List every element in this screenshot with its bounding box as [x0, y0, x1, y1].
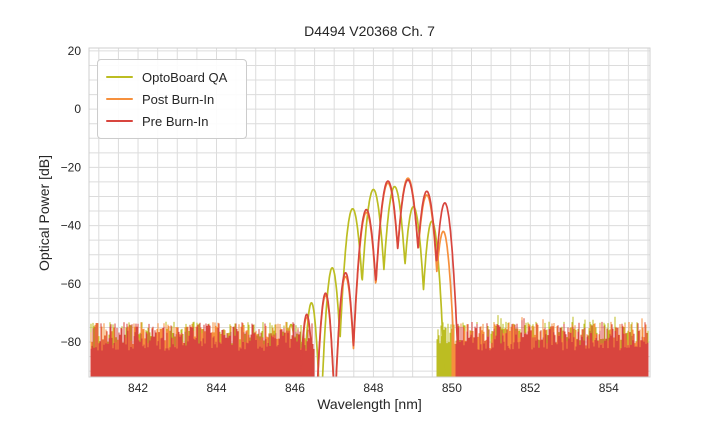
- noise-floor-2: [90, 318, 649, 377]
- legend-label: OptoBoard QA: [142, 69, 228, 85]
- x-axis-label: Wavelength [nm]: [317, 396, 422, 412]
- x-tick-label: 848: [363, 381, 383, 395]
- y-tick-label: 20: [68, 44, 82, 58]
- legend-entry-pre-burn-in: Pre Burn-In: [106, 110, 238, 132]
- legend: OptoBoard QA Post Burn-In Pre Burn-In: [97, 59, 247, 139]
- legend-label: Pre Burn-In: [142, 113, 209, 129]
- x-tick-label: 842: [128, 381, 148, 395]
- x-tick-label: 846: [285, 381, 305, 395]
- legend-line-sample-icon: [106, 119, 133, 123]
- legend-line-sample-icon: [106, 97, 133, 101]
- y-tick-label: −40: [61, 219, 82, 233]
- x-tick-label: 844: [206, 381, 226, 395]
- y-tick-label: −60: [61, 277, 82, 291]
- y-tick-label: 0: [74, 102, 81, 116]
- legend-label: Post Burn-In: [142, 91, 215, 107]
- legend-entry-post-burn-in: Post Burn-In: [106, 88, 238, 110]
- y-axis-label: Optical Power [dB]: [36, 155, 52, 271]
- plot-area: [90, 177, 649, 377]
- spectrum-curve-2: [299, 179, 460, 377]
- tick-labels: 842 844 846 848 850 852 854 20 0 −20 −40 −60 −80: [61, 44, 619, 395]
- x-tick-label: 852: [520, 381, 540, 395]
- legend-line-sample-icon: [106, 75, 133, 79]
- x-tick-label: 850: [442, 381, 462, 395]
- chart-title: D4494 V20368 Ch. 7: [304, 23, 435, 39]
- x-tick-label: 854: [599, 381, 619, 395]
- axes-spines: [88, 47, 651, 378]
- y-tick-label: −80: [61, 335, 82, 349]
- legend-entry-optoboard-qa: OptoBoard QA: [106, 66, 238, 88]
- y-tick-label: −20: [61, 160, 82, 174]
